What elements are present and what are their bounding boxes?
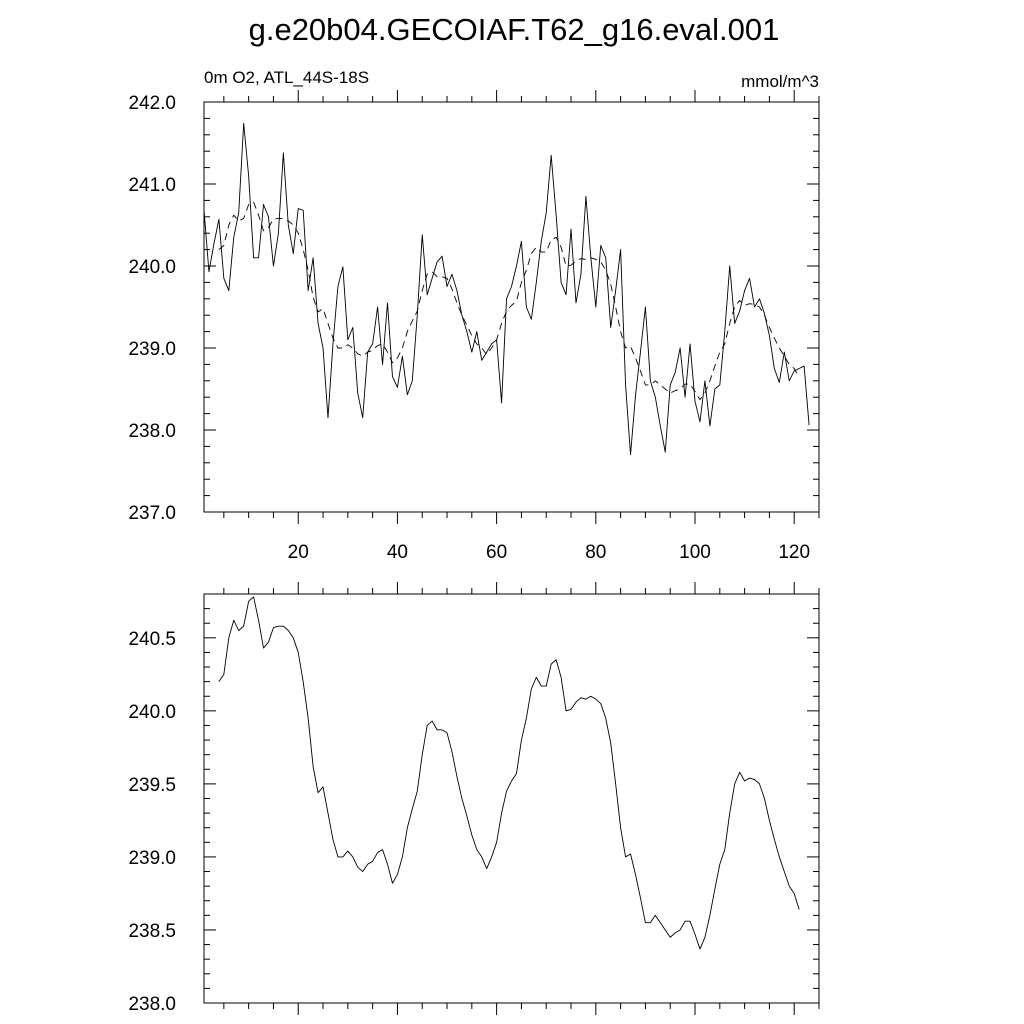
top-panel-ticks: [204, 90, 820, 524]
bottom-panel-y-tick-label: 240.0: [128, 702, 176, 723]
bottom-panel-series-line-solid: [218, 596, 800, 950]
bottom-panel-y-tick-label: 240.5: [128, 629, 176, 650]
top-panel-tick-labels: 237.0 238.0 239.0 240.0 241.0 242.0 20 40 60 80 10…: [128, 93, 810, 563]
bottom-panel: 238.0 238.5 239.0 239.5 240.0 240.5: [128, 582, 820, 1015]
bottom-panel-y-tick-label: 238.5: [128, 921, 176, 942]
top-panel-x-tick-label: 100: [679, 542, 711, 563]
bottom-panel-y-tick-label: 239.5: [128, 775, 176, 796]
top-panel-x-tick-label: 40: [387, 542, 408, 563]
top-panel-y-tick-label: 239.0: [128, 339, 176, 360]
top-panel-y-tick-label: 238.0: [128, 421, 176, 442]
top-panel-y-tick-label: 241.0: [128, 175, 176, 196]
bottom-panel-tick-labels: 238.0 238.5 239.0 239.5 240.0 240.5: [128, 629, 176, 1015]
top-panel-series-line-dashed: [218, 201, 800, 401]
top-panel-x-tick-label: 120: [778, 542, 810, 563]
top-panel-y-tick-label: 240.0: [128, 257, 176, 278]
bottom-panel-series: [218, 596, 800, 950]
figure-title: g.e20b04.GECOIAF.T62_g16.eval.001: [249, 12, 780, 47]
bottom-panel-y-tick-label: 238.0: [128, 994, 176, 1015]
top-panel-x-tick-label: 60: [486, 542, 507, 563]
top-panel-x-tick-label: 80: [585, 542, 606, 563]
top-panel-y-tick-label: 242.0: [128, 93, 176, 114]
bottom-panel-frame: [203, 593, 820, 1004]
top-panel-y-tick-label: 237.0: [128, 503, 176, 524]
bottom-panel-ticks: [204, 582, 820, 1015]
bottom-panel-y-tick-label: 239.0: [128, 848, 176, 869]
top-panel-frame: [203, 101, 820, 513]
top-panel-series-line-solid: [203, 122, 810, 456]
top-panel-subtitle-left: 0m O2, ATL_44S-18S: [204, 68, 369, 87]
top-panel-subtitle-right: mmol/m^3: [741, 72, 819, 91]
top-panel-x-tick-label: 20: [288, 542, 309, 563]
top-panel: 0m O2, ATL_44S-18S mmol/m^3 237.0238.023…: [128, 68, 820, 563]
top-panel-series: [203, 122, 810, 456]
